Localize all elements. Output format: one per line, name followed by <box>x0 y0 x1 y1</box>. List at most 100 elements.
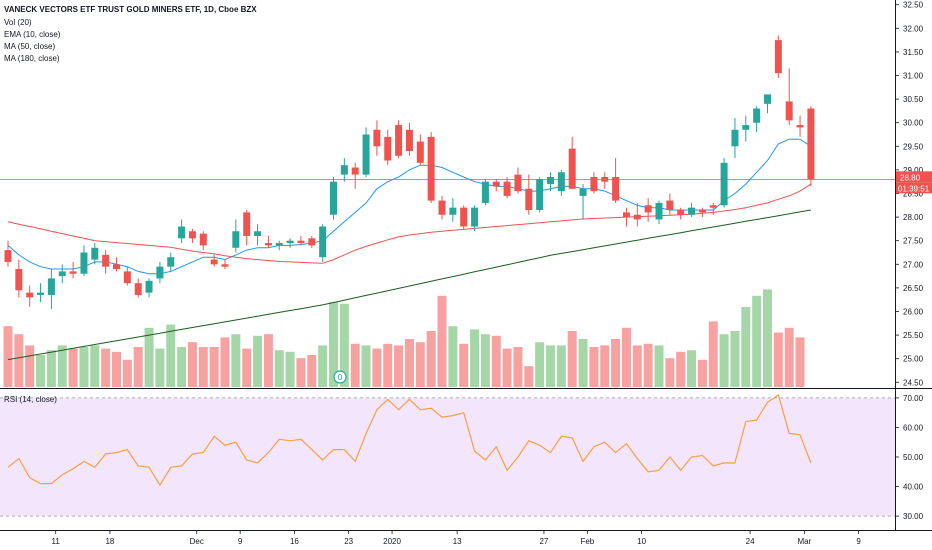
candle-body[interactable] <box>622 212 630 218</box>
volume-bar <box>404 339 414 387</box>
candle-body[interactable] <box>188 231 196 239</box>
candle-body[interactable] <box>471 207 479 227</box>
candle-body[interactable] <box>15 269 23 291</box>
candle-body[interactable] <box>644 205 652 213</box>
candle-body[interactable] <box>69 271 77 274</box>
candle-body[interactable] <box>384 136 392 161</box>
candle-body[interactable] <box>308 238 316 246</box>
time-tick-label: 2020 <box>383 537 401 546</box>
volume-bar <box>567 331 577 387</box>
candle-body[interactable] <box>4 250 12 262</box>
candle-body[interactable] <box>698 210 706 213</box>
candle-body[interactable] <box>547 176 554 185</box>
ma50-indicator-label[interactable]: MA (50, close) <box>4 42 56 51</box>
candle-body[interactable] <box>145 280 153 293</box>
candle-body[interactable] <box>264 243 272 246</box>
candle-body[interactable] <box>232 231 240 248</box>
candle-body[interactable] <box>503 181 511 196</box>
candle-body[interactable] <box>221 264 229 267</box>
volume-indicator-label[interactable]: Vol (20) <box>4 18 32 27</box>
candle-body[interactable] <box>492 181 500 187</box>
candle-body[interactable] <box>590 176 598 192</box>
candle-body[interactable] <box>58 271 66 277</box>
candle-body[interactable] <box>807 108 815 180</box>
candle-body[interactable] <box>764 94 771 104</box>
ma180-indicator-label[interactable]: MA (180, close) <box>4 54 60 63</box>
candle-body[interactable] <box>340 165 348 175</box>
candle-body[interactable] <box>525 188 533 211</box>
candle-body[interactable] <box>796 125 804 128</box>
price-tick-label: 27.00 <box>903 260 924 269</box>
candle-body[interactable] <box>395 125 403 156</box>
candle-body[interactable] <box>633 214 641 220</box>
candle-body[interactable] <box>134 283 142 295</box>
candle-body[interactable] <box>405 129 413 152</box>
volume-bar <box>155 348 165 387</box>
candle-body[interactable] <box>655 202 663 220</box>
candle-body[interactable] <box>286 240 294 244</box>
candle-body[interactable] <box>753 108 761 123</box>
candle-body[interactable] <box>460 207 468 227</box>
volume-bar <box>166 324 176 387</box>
rsi-indicator-label[interactable]: RSI (14, close) <box>4 395 57 404</box>
candle-body[interactable] <box>720 162 728 206</box>
candle-body[interactable] <box>210 259 218 265</box>
candle-body[interactable] <box>536 179 544 211</box>
candle-body[interactable] <box>579 188 587 196</box>
price-tick-label: 28.50 <box>903 190 924 199</box>
candle-body[interactable] <box>666 200 674 211</box>
candle-body[interactable] <box>742 125 750 130</box>
candle-body[interactable] <box>254 231 262 236</box>
candle-body[interactable] <box>102 254 110 267</box>
last-price-label: 28.80 <box>900 173 921 182</box>
price-tick-label: 30.50 <box>903 95 924 104</box>
candle-body[interactable] <box>243 212 251 236</box>
candle-body[interactable] <box>709 205 717 208</box>
candle-body[interactable] <box>80 252 88 274</box>
dividend-event-marker[interactable] <box>333 370 347 384</box>
candle-body[interactable] <box>568 148 576 189</box>
candle-body[interactable] <box>373 129 381 147</box>
candle-body[interactable] <box>481 181 489 203</box>
candle-body[interactable] <box>47 278 55 295</box>
volume-bar <box>426 331 436 387</box>
time-tick-label: 27 <box>539 537 548 546</box>
volume-bar <box>491 335 501 387</box>
candle-body[interactable] <box>731 129 739 147</box>
candle-body[interactable] <box>449 207 457 215</box>
candle-body[interactable] <box>275 243 283 246</box>
volume-bar <box>795 337 805 387</box>
candle-body[interactable] <box>167 257 175 267</box>
candle-body[interactable] <box>427 136 435 201</box>
candle-body[interactable] <box>774 40 782 74</box>
time-tick-label: Dec <box>190 537 204 546</box>
candle-body[interactable] <box>123 271 131 284</box>
candle-body[interactable] <box>557 172 565 192</box>
volume-bar <box>394 345 404 387</box>
candle-body[interactable] <box>113 264 120 270</box>
candle-body[interactable] <box>514 174 522 192</box>
candle-body[interactable] <box>199 233 207 246</box>
candle-body[interactable] <box>319 226 327 258</box>
candle-body[interactable] <box>438 200 446 215</box>
candle-body[interactable] <box>178 226 186 239</box>
volume-bar <box>621 327 631 387</box>
candle-body[interactable] <box>26 292 34 298</box>
candle-body[interactable] <box>688 207 696 215</box>
candle-body[interactable] <box>37 292 45 295</box>
candle-body[interactable] <box>330 181 337 215</box>
candle-body[interactable] <box>362 134 370 175</box>
candle-body[interactable] <box>156 266 164 279</box>
candle-body[interactable] <box>601 176 609 182</box>
candle-body[interactable] <box>351 167 359 175</box>
candle-body[interactable] <box>785 101 793 121</box>
candle-body[interactable] <box>612 176 620 201</box>
symbol-title[interactable]: VANECK VECTORS ETF TRUST GOLD MINERS ETF… <box>4 5 257 14</box>
volume-bar <box>611 339 621 387</box>
candle-body[interactable] <box>91 247 99 260</box>
ema-indicator-label[interactable]: EMA (10, close) <box>4 30 61 39</box>
candle-body[interactable] <box>416 141 424 163</box>
candle-body[interactable] <box>297 240 305 244</box>
candle-body[interactable] <box>677 210 685 215</box>
